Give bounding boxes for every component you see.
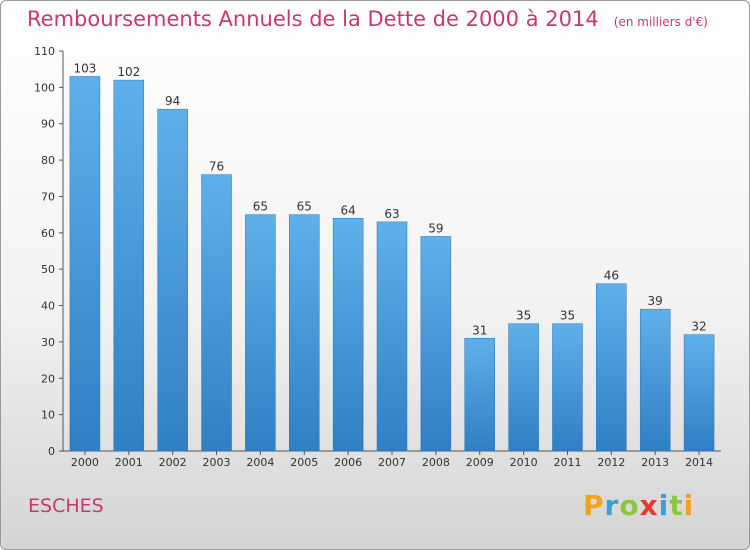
bar-value-label: 102 xyxy=(117,65,140,79)
bar-2007 xyxy=(376,221,408,452)
bar-value-label: 39 xyxy=(648,294,663,308)
bar-value-label: 103 xyxy=(73,61,96,75)
x-tick-label: 2004 xyxy=(246,456,274,469)
x-tick-label: 2001 xyxy=(115,456,143,469)
y-tick-label: 80 xyxy=(41,154,55,167)
y-tick-label: 70 xyxy=(41,190,55,203)
y-tick-label: 100 xyxy=(34,81,55,94)
bar-2000 xyxy=(69,76,101,452)
bar-2006 xyxy=(332,218,364,452)
bar-value-label: 46 xyxy=(604,269,619,283)
y-tick-label: 50 xyxy=(41,263,55,276)
bar-value-label: 32 xyxy=(691,320,706,334)
logo-letter: o xyxy=(619,489,640,522)
y-tick-label: 40 xyxy=(41,300,55,313)
bar-value-label: 64 xyxy=(340,203,355,217)
x-tick-label: 2009 xyxy=(466,456,494,469)
bar-2010 xyxy=(508,323,539,452)
y-tick-label: 30 xyxy=(41,336,55,349)
x-tick-label: 2011 xyxy=(553,456,581,469)
x-tick-label: 2010 xyxy=(510,456,538,469)
x-tick-label: 2006 xyxy=(334,456,362,469)
bar-value-label: 65 xyxy=(297,200,312,214)
x-tick-label: 2005 xyxy=(290,456,318,469)
logo-letter: x xyxy=(639,489,659,522)
chart-unit: (en milliers d'€) xyxy=(613,15,708,29)
bar-2004 xyxy=(245,214,276,452)
x-tick-label: 2000 xyxy=(71,456,99,469)
bar-2002 xyxy=(157,108,188,452)
bar-2012 xyxy=(596,283,627,452)
logo-letter: r xyxy=(604,489,620,522)
y-tick-label: 60 xyxy=(41,227,55,240)
y-tick-label: 10 xyxy=(41,409,55,422)
bar-2014 xyxy=(683,334,715,452)
logo-letter: P xyxy=(583,489,605,522)
y-axis: 0 10 20 30 40 50 60 70 80 90 100 110 xyxy=(34,45,64,458)
bar-value-label: 65 xyxy=(253,200,268,214)
logo-letter: i xyxy=(658,489,670,522)
bar-2005 xyxy=(289,214,320,452)
chart-title: Remboursements Annuels de la Dette de 20… xyxy=(27,7,599,31)
x-tick-label: 2012 xyxy=(597,456,625,469)
bar-value-label: 59 xyxy=(428,221,443,235)
title-line: Remboursements Annuels de la Dette de 20… xyxy=(27,7,708,31)
bar-value-label: 76 xyxy=(209,160,224,174)
proxiti-logo: Proxiti xyxy=(583,489,694,522)
x-tick-label: 2013 xyxy=(641,456,669,469)
bar-2003 xyxy=(201,174,232,452)
bar-value-label: 63 xyxy=(384,207,399,221)
commune-name: ESCHES xyxy=(28,495,104,517)
x-tick-label: 2002 xyxy=(159,456,187,469)
bar-2011 xyxy=(552,323,583,452)
y-tick-label: 110 xyxy=(34,45,55,58)
bar-value-label: 35 xyxy=(516,309,531,323)
x-tick-label: 2014 xyxy=(685,456,713,469)
bar-2013 xyxy=(639,308,671,452)
y-tick-label: 90 xyxy=(41,118,55,131)
bar-2009 xyxy=(464,338,495,452)
logo-letter: t xyxy=(669,489,684,522)
x-tick-label: 2003 xyxy=(203,456,231,469)
bar-value-label: 94 xyxy=(165,94,180,108)
bar-2001 xyxy=(113,79,145,452)
y-tick-label: 0 xyxy=(48,445,55,458)
bar-value-label: 35 xyxy=(560,309,575,323)
bars: 103 102 94 76 65 65 64 63 59 31 35 35 46 39 32 xyxy=(69,61,715,452)
x-tick-label: 2007 xyxy=(378,456,406,469)
logo-letter: i xyxy=(683,489,695,522)
y-tick-label: 20 xyxy=(41,372,55,385)
bar-value-label: 31 xyxy=(472,323,487,337)
x-tick-label: 2008 xyxy=(422,456,450,469)
bar-2008 xyxy=(420,236,452,452)
x-axis: 2000 2001 2002 2003 2004 2005 2006 2007 2008 2009… xyxy=(63,450,721,469)
